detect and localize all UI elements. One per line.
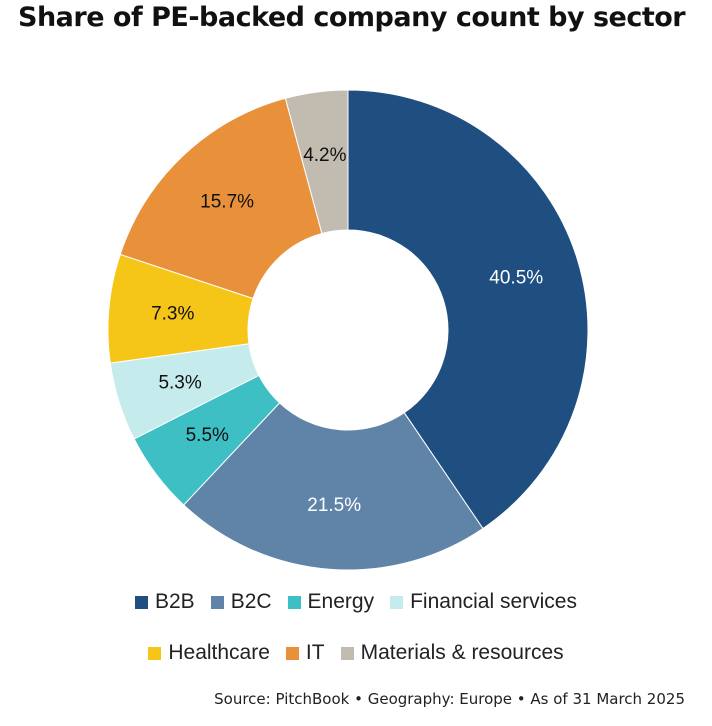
slice-label-it: 15.7% [200,192,254,213]
legend-label-b2c: B2C [230,590,272,613]
slice-materials-resources [284,89,349,235]
legend-item-it: IT [285,641,325,665]
legend-item-materials-resources: Materials & resources [340,641,564,665]
legend-item-b2c: B2C [210,590,272,614]
legend-label-it: IT [305,641,325,664]
slice-label-b2c: 21.5% [307,495,361,516]
slice-b2c [183,402,484,571]
legend-swatch-healthcare [148,646,162,660]
legend-label-financial-services: Financial services [410,590,577,613]
legend-swatch-b2b [134,595,148,609]
legend-label-healthcare: Healthcare [168,641,270,664]
slice-label-energy: 5.5% [186,425,229,446]
legend-label-materials-resources: Materials & resources [360,641,564,664]
legend-item-healthcare: Healthcare [148,641,270,665]
slice-label-healthcare: 7.3% [151,303,194,324]
legend-item-b2b: B2B [134,590,195,614]
source-note: Source: PitchBook • Geography: Europe • … [214,690,685,708]
legend-row-2: Healthcare IT Materials & resources [0,641,712,665]
slice-b2b [347,89,589,530]
legend-swatch-materials-resources [340,646,354,660]
chart-title: Share of PE-backed company count by sect… [18,2,686,33]
legend-swatch-it [285,646,299,660]
legend-swatch-b2c [210,595,224,609]
legend-label-b2b: B2B [154,590,195,613]
slice-it [119,97,323,300]
legend-item-financial-services: Financial services [390,590,577,614]
donut-chart: 40.5% 21.5% 5.5% 5.3% 7.3% 15.7% 4.2% [107,89,589,571]
slice-label-b2b: 40.5% [489,268,543,289]
slice-label-materials-resources: 4.2% [303,145,346,166]
slice-label-financial-services: 5.3% [158,372,201,393]
legend-item-energy: Energy [287,590,375,614]
legend-swatch-financial-services [390,595,404,609]
legend-row-1: B2B B2C Energy Financial services [0,590,712,614]
legend-swatch-energy [287,595,301,609]
legend-label-energy: Energy [307,590,375,613]
